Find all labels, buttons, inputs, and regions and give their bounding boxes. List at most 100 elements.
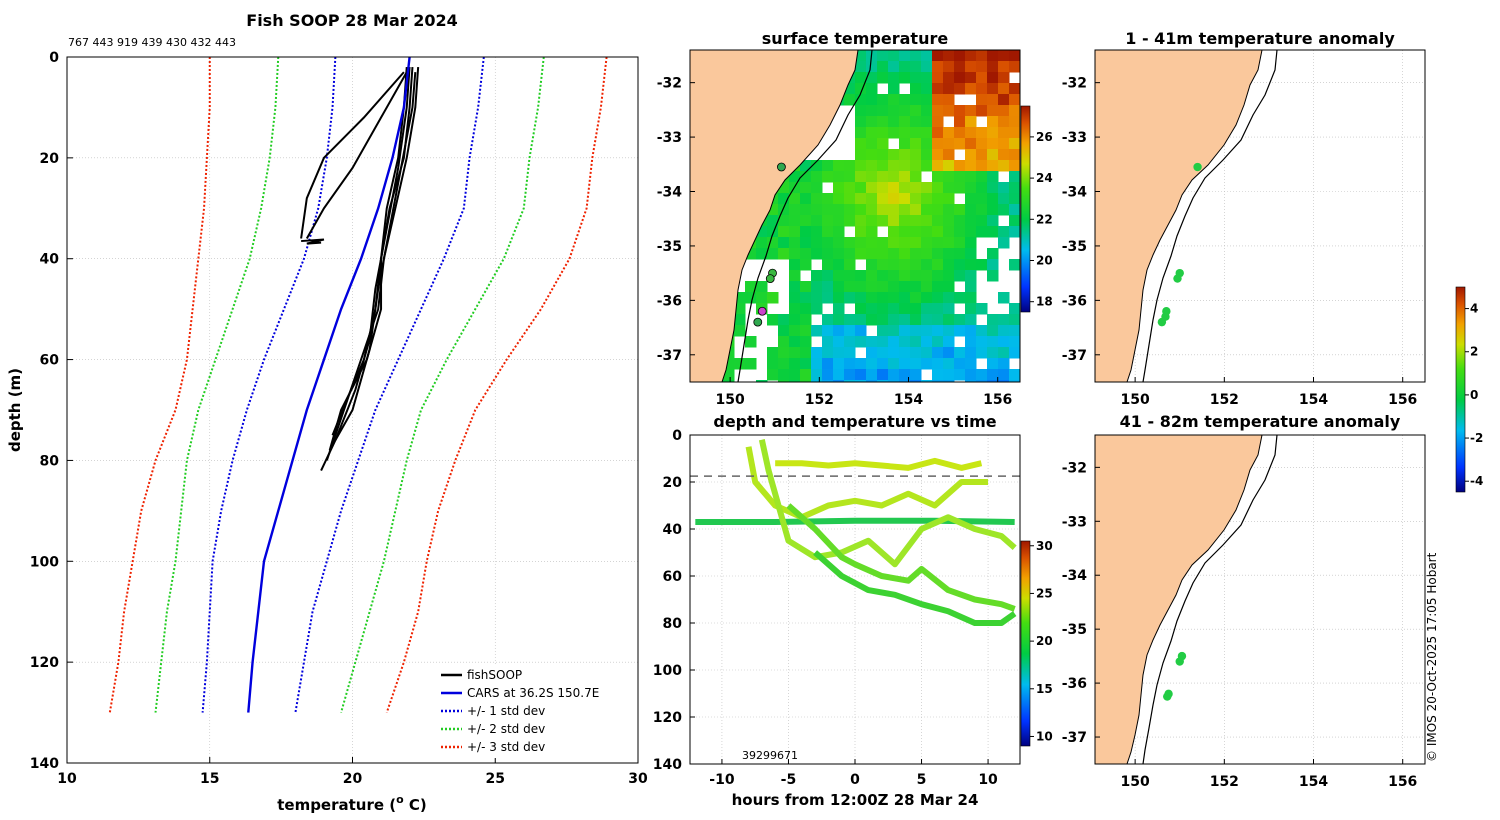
sst-cell xyxy=(899,94,911,106)
sst-cell xyxy=(899,61,911,73)
dt-track xyxy=(786,503,1016,612)
sst-cell xyxy=(811,380,823,382)
anom-xtick-label: 150 xyxy=(1121,392,1150,408)
fish-cast-line xyxy=(300,71,405,239)
sst-cell xyxy=(954,226,966,238)
sst-cell xyxy=(888,193,900,205)
sst-cell xyxy=(877,138,889,150)
sst-cell xyxy=(866,61,878,73)
sst-cell xyxy=(976,149,988,161)
sst-cell xyxy=(888,347,900,359)
sst-cell xyxy=(767,358,779,370)
sst-cell xyxy=(888,182,900,194)
sst-cell xyxy=(976,171,988,183)
sst-cell xyxy=(866,292,878,304)
sst-cell xyxy=(844,193,856,205)
sst-cell xyxy=(734,303,746,315)
sst-cell xyxy=(833,358,845,370)
sst-cell xyxy=(943,259,955,271)
sst-cell xyxy=(987,215,999,227)
std2-plus-line xyxy=(340,56,545,713)
profile-xtick-label: 15 xyxy=(200,771,219,787)
sst-cell xyxy=(998,127,1010,139)
sst-cell xyxy=(855,94,867,106)
sst-cell xyxy=(800,380,812,382)
sst-cell xyxy=(910,259,922,271)
anom-ytick-label: -36 xyxy=(1062,676,1087,692)
profile-top-label: 767 443 919 439 430 432 443 xyxy=(68,36,236,49)
sst-cell xyxy=(756,281,768,293)
sst-cell xyxy=(976,160,988,172)
sst-ytick-label: -32 xyxy=(657,76,682,92)
sst-cell xyxy=(910,50,922,62)
cars-line xyxy=(247,56,411,713)
sst-cell xyxy=(998,336,1010,348)
sst-cell xyxy=(932,160,944,172)
sst-cell xyxy=(954,215,966,227)
sst-cell xyxy=(899,182,911,194)
sst-cell xyxy=(976,193,988,205)
sst-cell xyxy=(998,72,1010,84)
sst-cell xyxy=(899,116,911,128)
sst-cell xyxy=(965,215,977,227)
sst-cell xyxy=(833,171,845,183)
sst-cell xyxy=(888,61,900,73)
anom-cb-tick-label: 2 xyxy=(1470,345,1478,359)
sst-cell xyxy=(877,237,889,249)
sst-cell xyxy=(866,215,878,227)
sst-cell xyxy=(899,204,911,216)
sst-cell xyxy=(954,325,966,337)
sst-cell xyxy=(1009,380,1020,382)
sst-cell xyxy=(954,314,966,326)
sst-cell xyxy=(866,160,878,172)
sst-cell xyxy=(998,380,1010,382)
legend-std1: +/- 1 std dev xyxy=(467,704,545,718)
profile-ytick-label: 60 xyxy=(40,353,60,369)
a1-shelf-contour xyxy=(1142,50,1278,382)
sst-cell xyxy=(855,226,867,238)
sst-cell xyxy=(932,116,944,128)
sst-cell xyxy=(899,358,911,370)
sst-cell xyxy=(921,336,933,348)
sst-cell xyxy=(778,182,790,194)
sst-cell xyxy=(976,83,988,95)
anomaly-point xyxy=(1163,692,1172,701)
profile-ylabel: depth (m) xyxy=(6,368,24,452)
sst-cell xyxy=(932,50,944,62)
sst-cell xyxy=(888,50,900,62)
sst-cell xyxy=(899,105,911,117)
sst-cell xyxy=(954,72,966,84)
sst-cell xyxy=(811,215,823,227)
sst-cell xyxy=(778,204,790,216)
sst-cell xyxy=(976,72,988,84)
sst-cell xyxy=(976,336,988,348)
sst-cell xyxy=(987,259,999,271)
sst-cell xyxy=(745,248,757,260)
sst-cell xyxy=(888,127,900,139)
sst-cell xyxy=(866,347,878,359)
sst-cell xyxy=(976,369,988,381)
a2-ticks: 150 152 154 156 -32 -33 -34 -35 -36 -37 xyxy=(1062,460,1418,790)
sst-cell xyxy=(921,380,933,382)
a1-ticks: 150 152 154 156 -32 -33 -34 -35 -36 -37 xyxy=(1062,76,1418,408)
sst-cell xyxy=(800,303,812,315)
sst-cell xyxy=(855,292,867,304)
sst-cell xyxy=(833,336,845,348)
sst-cell xyxy=(910,237,922,249)
dt-ytick-label: 100 xyxy=(653,663,682,679)
sst-cell xyxy=(833,281,845,293)
sst-cell xyxy=(855,237,867,249)
sst-cell xyxy=(976,303,988,315)
sst-cell xyxy=(932,215,944,227)
sst-cell xyxy=(943,193,955,205)
anom-cb-tick-label: 0 xyxy=(1470,388,1478,402)
sst-cell xyxy=(998,314,1010,326)
sst-cell xyxy=(877,281,889,293)
sst-cell xyxy=(921,303,933,315)
sst-xtick-label: 154 xyxy=(894,392,923,408)
anom-xtick-label: 154 xyxy=(1299,392,1328,408)
sst-cell xyxy=(910,281,922,293)
sst-cell xyxy=(844,336,856,348)
sst-cell xyxy=(811,281,823,293)
a1-title: 1 - 41m temperature anomaly xyxy=(1125,29,1395,48)
